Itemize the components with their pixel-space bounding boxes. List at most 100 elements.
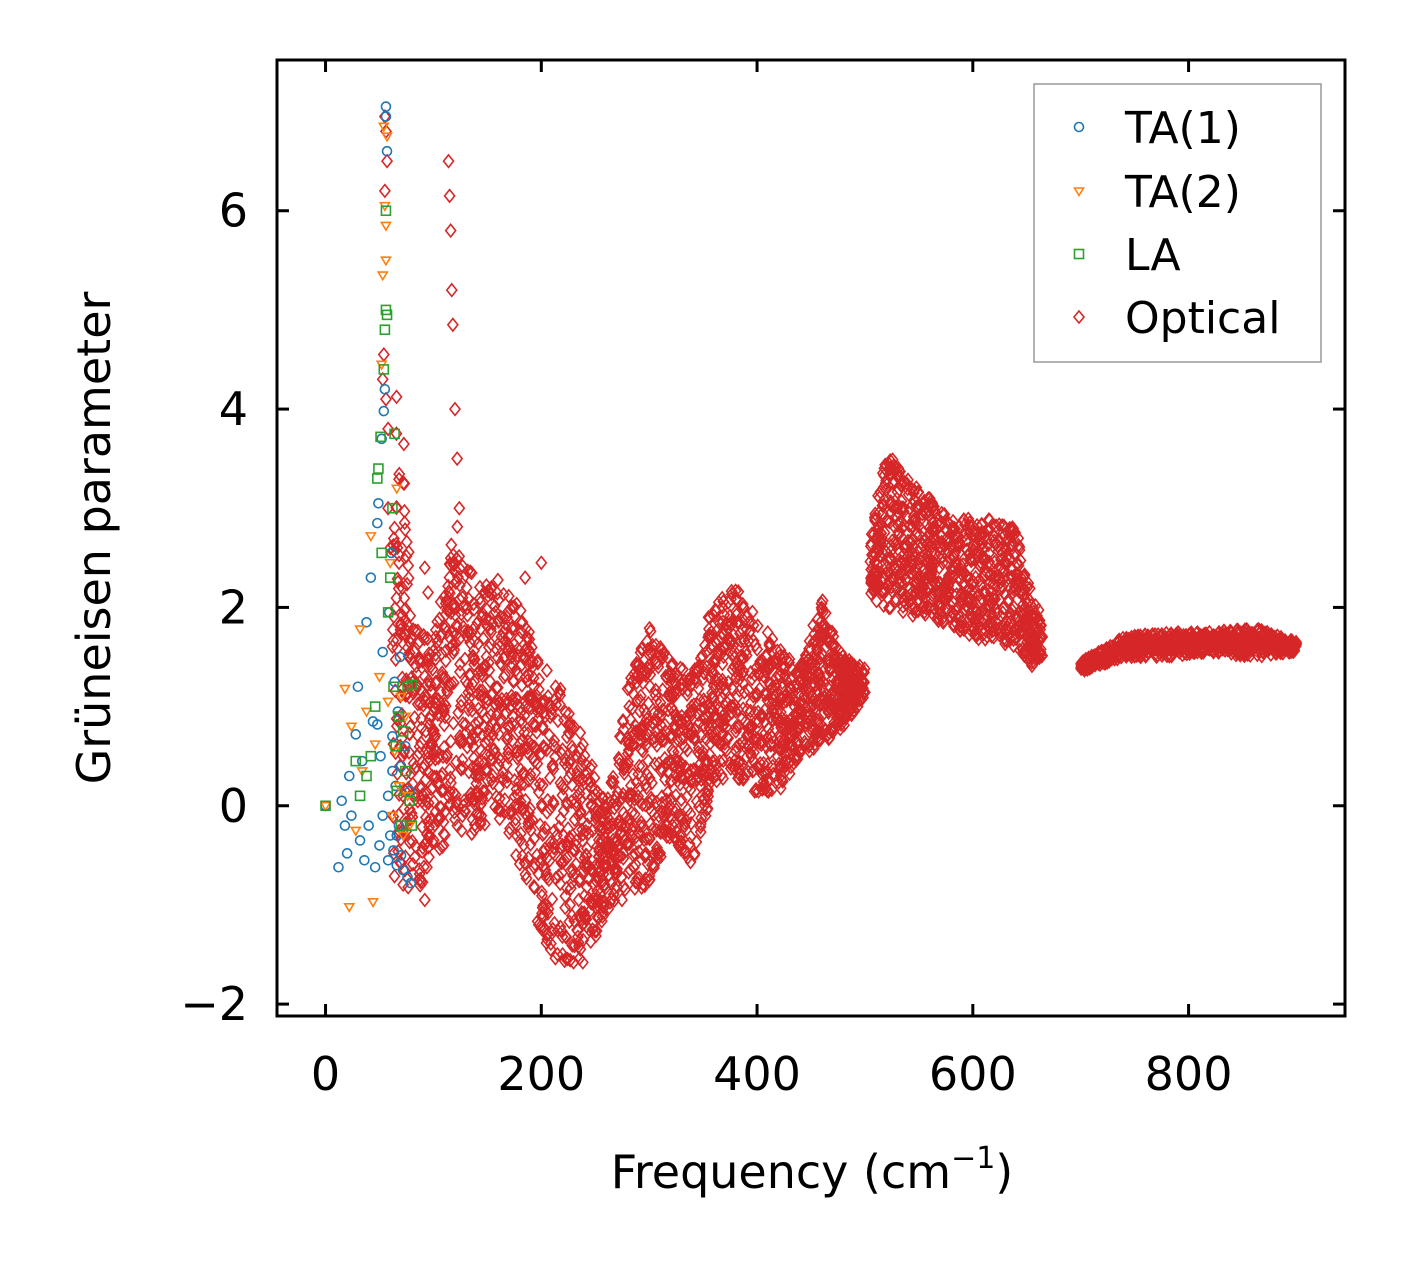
optical-point bbox=[547, 737, 560, 753]
optical-point bbox=[809, 677, 822, 693]
optical-point bbox=[1118, 634, 1131, 651]
optical-point bbox=[392, 581, 405, 597]
optical-point bbox=[436, 665, 449, 681]
optical-point bbox=[468, 620, 481, 636]
optical-point bbox=[665, 658, 678, 674]
optical-point bbox=[1023, 625, 1036, 641]
optical-point bbox=[965, 551, 978, 567]
optical-point bbox=[683, 718, 696, 734]
optical-point bbox=[633, 870, 646, 886]
optical-point bbox=[1232, 640, 1245, 656]
optical-point bbox=[714, 642, 727, 658]
la-point bbox=[406, 820, 418, 831]
optical-point bbox=[698, 790, 711, 806]
optical-point bbox=[534, 918, 548, 934]
optical-point bbox=[522, 819, 535, 835]
optical-point bbox=[390, 389, 403, 405]
optical-point bbox=[650, 843, 663, 859]
optical-point bbox=[491, 693, 504, 709]
optical-point bbox=[741, 608, 754, 624]
ta-1-point bbox=[376, 433, 387, 445]
y-tick-label: 2 bbox=[219, 580, 248, 634]
optical-point bbox=[702, 629, 715, 645]
optical-point bbox=[831, 675, 844, 691]
optical-point bbox=[936, 541, 949, 557]
ta-1-point bbox=[341, 848, 353, 859]
optical-point bbox=[816, 593, 829, 609]
optical-point bbox=[436, 782, 449, 799]
optical-point bbox=[388, 868, 401, 884]
optical-point bbox=[803, 737, 816, 753]
optical-point bbox=[662, 702, 675, 718]
optical-point bbox=[759, 687, 772, 703]
ta-1-point bbox=[382, 855, 394, 866]
la-point bbox=[350, 755, 362, 767]
optical-point bbox=[507, 600, 520, 616]
optical-point bbox=[823, 663, 837, 679]
optical-point bbox=[648, 857, 661, 873]
optical-point bbox=[742, 633, 755, 649]
optical-point bbox=[645, 790, 658, 806]
optical-point bbox=[746, 763, 759, 779]
optical-point bbox=[432, 750, 445, 766]
optical-point bbox=[529, 765, 542, 781]
optical-point bbox=[554, 681, 567, 697]
optical-point bbox=[430, 769, 443, 785]
optical-point bbox=[715, 767, 728, 783]
optical-point bbox=[793, 668, 806, 684]
optical-point bbox=[696, 744, 709, 760]
optical-point bbox=[865, 585, 878, 601]
optical-point bbox=[593, 823, 606, 839]
ta-1-point bbox=[391, 859, 403, 871]
optical-point bbox=[525, 700, 538, 716]
optical-point bbox=[889, 537, 902, 553]
optical-point bbox=[1029, 618, 1042, 634]
optical-point bbox=[596, 841, 609, 857]
optical-point bbox=[917, 598, 930, 614]
optical-point bbox=[578, 888, 591, 904]
optical-point bbox=[615, 892, 628, 908]
optical-point bbox=[523, 644, 536, 660]
optical-point bbox=[772, 667, 785, 683]
optical-point bbox=[799, 682, 812, 698]
optical-point bbox=[615, 817, 628, 833]
x-tick-label: 200 bbox=[497, 1047, 585, 1101]
ta-1-point bbox=[395, 850, 407, 861]
optical-point bbox=[522, 733, 535, 749]
optical-point bbox=[643, 868, 656, 884]
optical-point bbox=[444, 733, 457, 749]
optical-point bbox=[539, 897, 552, 913]
optical-point bbox=[518, 724, 531, 740]
optical-point bbox=[499, 616, 512, 632]
optical-point bbox=[399, 522, 412, 538]
optical-point bbox=[742, 764, 755, 780]
optical-point bbox=[710, 603, 723, 619]
ta-1-point bbox=[387, 731, 398, 742]
optical-point bbox=[396, 580, 409, 596]
optical-point bbox=[655, 789, 669, 805]
optical-point bbox=[482, 639, 495, 655]
optical-point bbox=[515, 776, 528, 792]
optical-point bbox=[646, 637, 659, 653]
optical-point bbox=[858, 684, 871, 700]
optical-point bbox=[904, 543, 917, 559]
optical-point bbox=[413, 780, 426, 796]
optical-point bbox=[553, 687, 567, 703]
optical-point bbox=[1007, 599, 1020, 615]
la-point bbox=[372, 473, 383, 484]
optical-point bbox=[697, 748, 710, 764]
optical-point bbox=[894, 584, 907, 600]
optical-point bbox=[704, 640, 717, 656]
ta-1-point bbox=[377, 810, 389, 821]
optical-point bbox=[514, 624, 528, 640]
optical-point bbox=[461, 676, 474, 692]
optical-point bbox=[806, 655, 819, 671]
optical-point bbox=[633, 794, 646, 810]
optical-point bbox=[1099, 655, 1112, 671]
la-point bbox=[391, 785, 403, 797]
optical-point bbox=[904, 534, 917, 550]
optical-point bbox=[951, 529, 964, 545]
optical-point bbox=[724, 698, 737, 714]
legend-marker-la bbox=[1073, 248, 1085, 260]
optical-point bbox=[835, 716, 848, 732]
